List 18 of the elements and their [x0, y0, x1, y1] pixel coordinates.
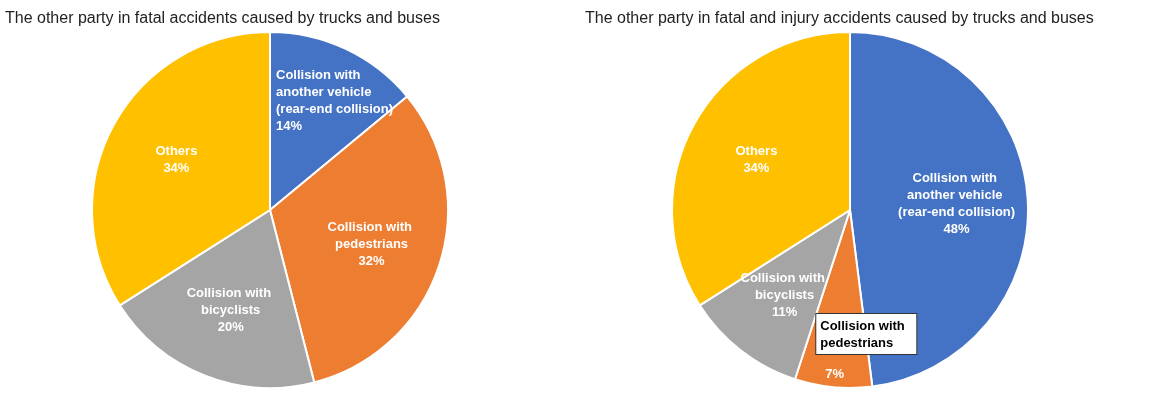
- data-label: 7%: [825, 365, 845, 381]
- slice-label: Collision with bicyclists: [740, 269, 829, 302]
- data-label: 34%: [163, 159, 190, 175]
- slice-label: Collision with another vehicle (rear-end collision): [898, 170, 1016, 220]
- slice-label: Collision with pedestrians: [820, 318, 909, 351]
- chart-title: The other party in fatal and injury accidents caused by trucks and buses: [585, 8, 1094, 26]
- slice-label: Collision with another vehicle (rear-end collision): [276, 67, 394, 117]
- data-label: 20%: [217, 318, 245, 334]
- slice-label: Collision with bicyclists: [186, 284, 275, 317]
- slice-label: Others: [155, 142, 198, 158]
- data-label: 32%: [358, 252, 386, 268]
- data-label: 34%: [743, 159, 770, 175]
- slice-label: Collision with pedestrians: [327, 218, 416, 251]
- slice-label: Others: [735, 142, 778, 158]
- data-label: 11%: [771, 303, 798, 319]
- chart-title: The other party in fatal accidents caused by trucks and buses: [5, 8, 440, 26]
- data-label: 14%: [276, 118, 303, 134]
- data-label: 48%: [943, 221, 971, 237]
